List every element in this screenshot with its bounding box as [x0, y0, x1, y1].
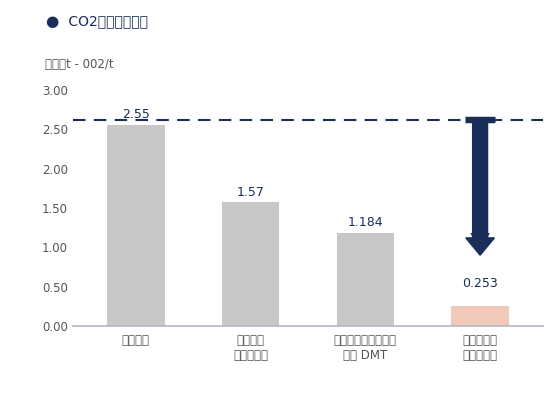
Text: CO2の排出量比較: CO2の排出量比較: [64, 14, 148, 28]
Text: 1.184: 1.184: [348, 216, 383, 229]
Bar: [222, 202, 279, 326]
Bar: [451, 306, 509, 326]
FancyArrow shape: [466, 122, 494, 255]
Text: 2.55: 2.55: [122, 108, 150, 122]
Text: 0.253: 0.253: [462, 277, 498, 290]
Bar: [337, 233, 394, 326]
Text: ●: ●: [45, 14, 58, 29]
Bar: [107, 126, 165, 326]
Text: 単位：t - 002/t: 単位：t - 002/t: [45, 58, 114, 71]
Text: 1.57: 1.57: [237, 186, 264, 198]
